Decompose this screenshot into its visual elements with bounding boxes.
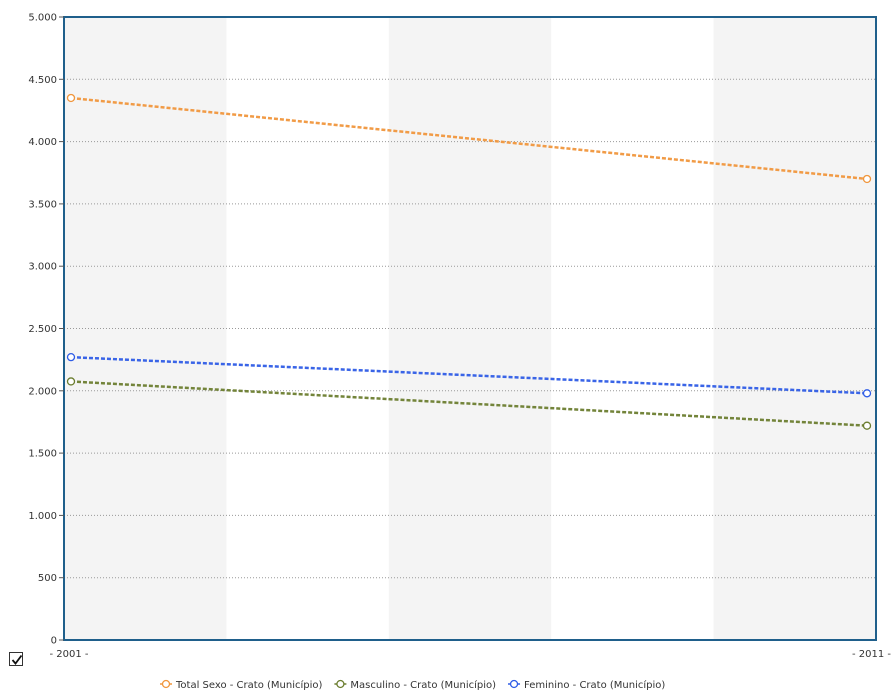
x-tick-label: - 2001 - — [49, 649, 88, 660]
y-axis: 0 500 1.000 1.500 2.000 2.500 3.000 3.500 4.000 4… — [28, 13, 64, 647]
x-tick-label: - 2011 - — [852, 649, 891, 660]
data-point[interactable] — [862, 174, 872, 184]
legend-item[interactable]: Feminino - Crato (Município) — [508, 679, 665, 691]
legend: Total Sexo - Crato (Município) Masculino … — [160, 679, 665, 691]
y-tick-label: 5.000 — [28, 13, 57, 24]
y-tick-label: 0 — [51, 636, 57, 647]
checkmark-icon — [11, 654, 23, 665]
y-gridlines — [64, 78, 876, 579]
select-checkbox[interactable] — [9, 652, 23, 666]
data-point[interactable] — [66, 93, 76, 103]
legend-marker — [161, 679, 171, 689]
y-tick-label: 3.500 — [28, 199, 57, 210]
series-line — [70, 380, 868, 427]
legend-label: Masculino - Crato (Município) — [350, 679, 496, 691]
y-tick-label: 2.000 — [28, 386, 57, 397]
y-tick-label: 4.000 — [28, 137, 57, 148]
plot-band — [713, 17, 876, 640]
data-point[interactable] — [862, 389, 872, 398]
legend-label: Total Sexo - Crato (Município) — [175, 679, 322, 691]
y-tick-label: 500 — [38, 573, 57, 584]
legend-marker — [336, 679, 345, 689]
legend-item[interactable]: Masculino - Crato (Município) — [334, 679, 496, 691]
x-axis: - 2001 - - 2011 - — [49, 649, 891, 660]
y-tick-label: 1.500 — [28, 449, 57, 460]
legend-item[interactable]: Total Sexo - Crato (Município) — [160, 679, 322, 691]
y-tick-label: 2.500 — [28, 324, 57, 335]
data-point[interactable] — [66, 353, 76, 362]
legend-label: Feminino - Crato (Município) — [524, 679, 665, 691]
series-lines — [70, 96, 868, 427]
y-tick-label: 4.500 — [28, 75, 57, 86]
series-line — [70, 355, 868, 395]
data-point[interactable] — [66, 377, 76, 386]
data-point[interactable] — [862, 421, 872, 430]
series-markers — [66, 93, 872, 430]
series-line — [70, 96, 868, 181]
legend-marker — [509, 679, 519, 689]
y-tick-label: 3.000 — [28, 262, 57, 273]
y-tick-label: 1.000 — [28, 511, 57, 522]
